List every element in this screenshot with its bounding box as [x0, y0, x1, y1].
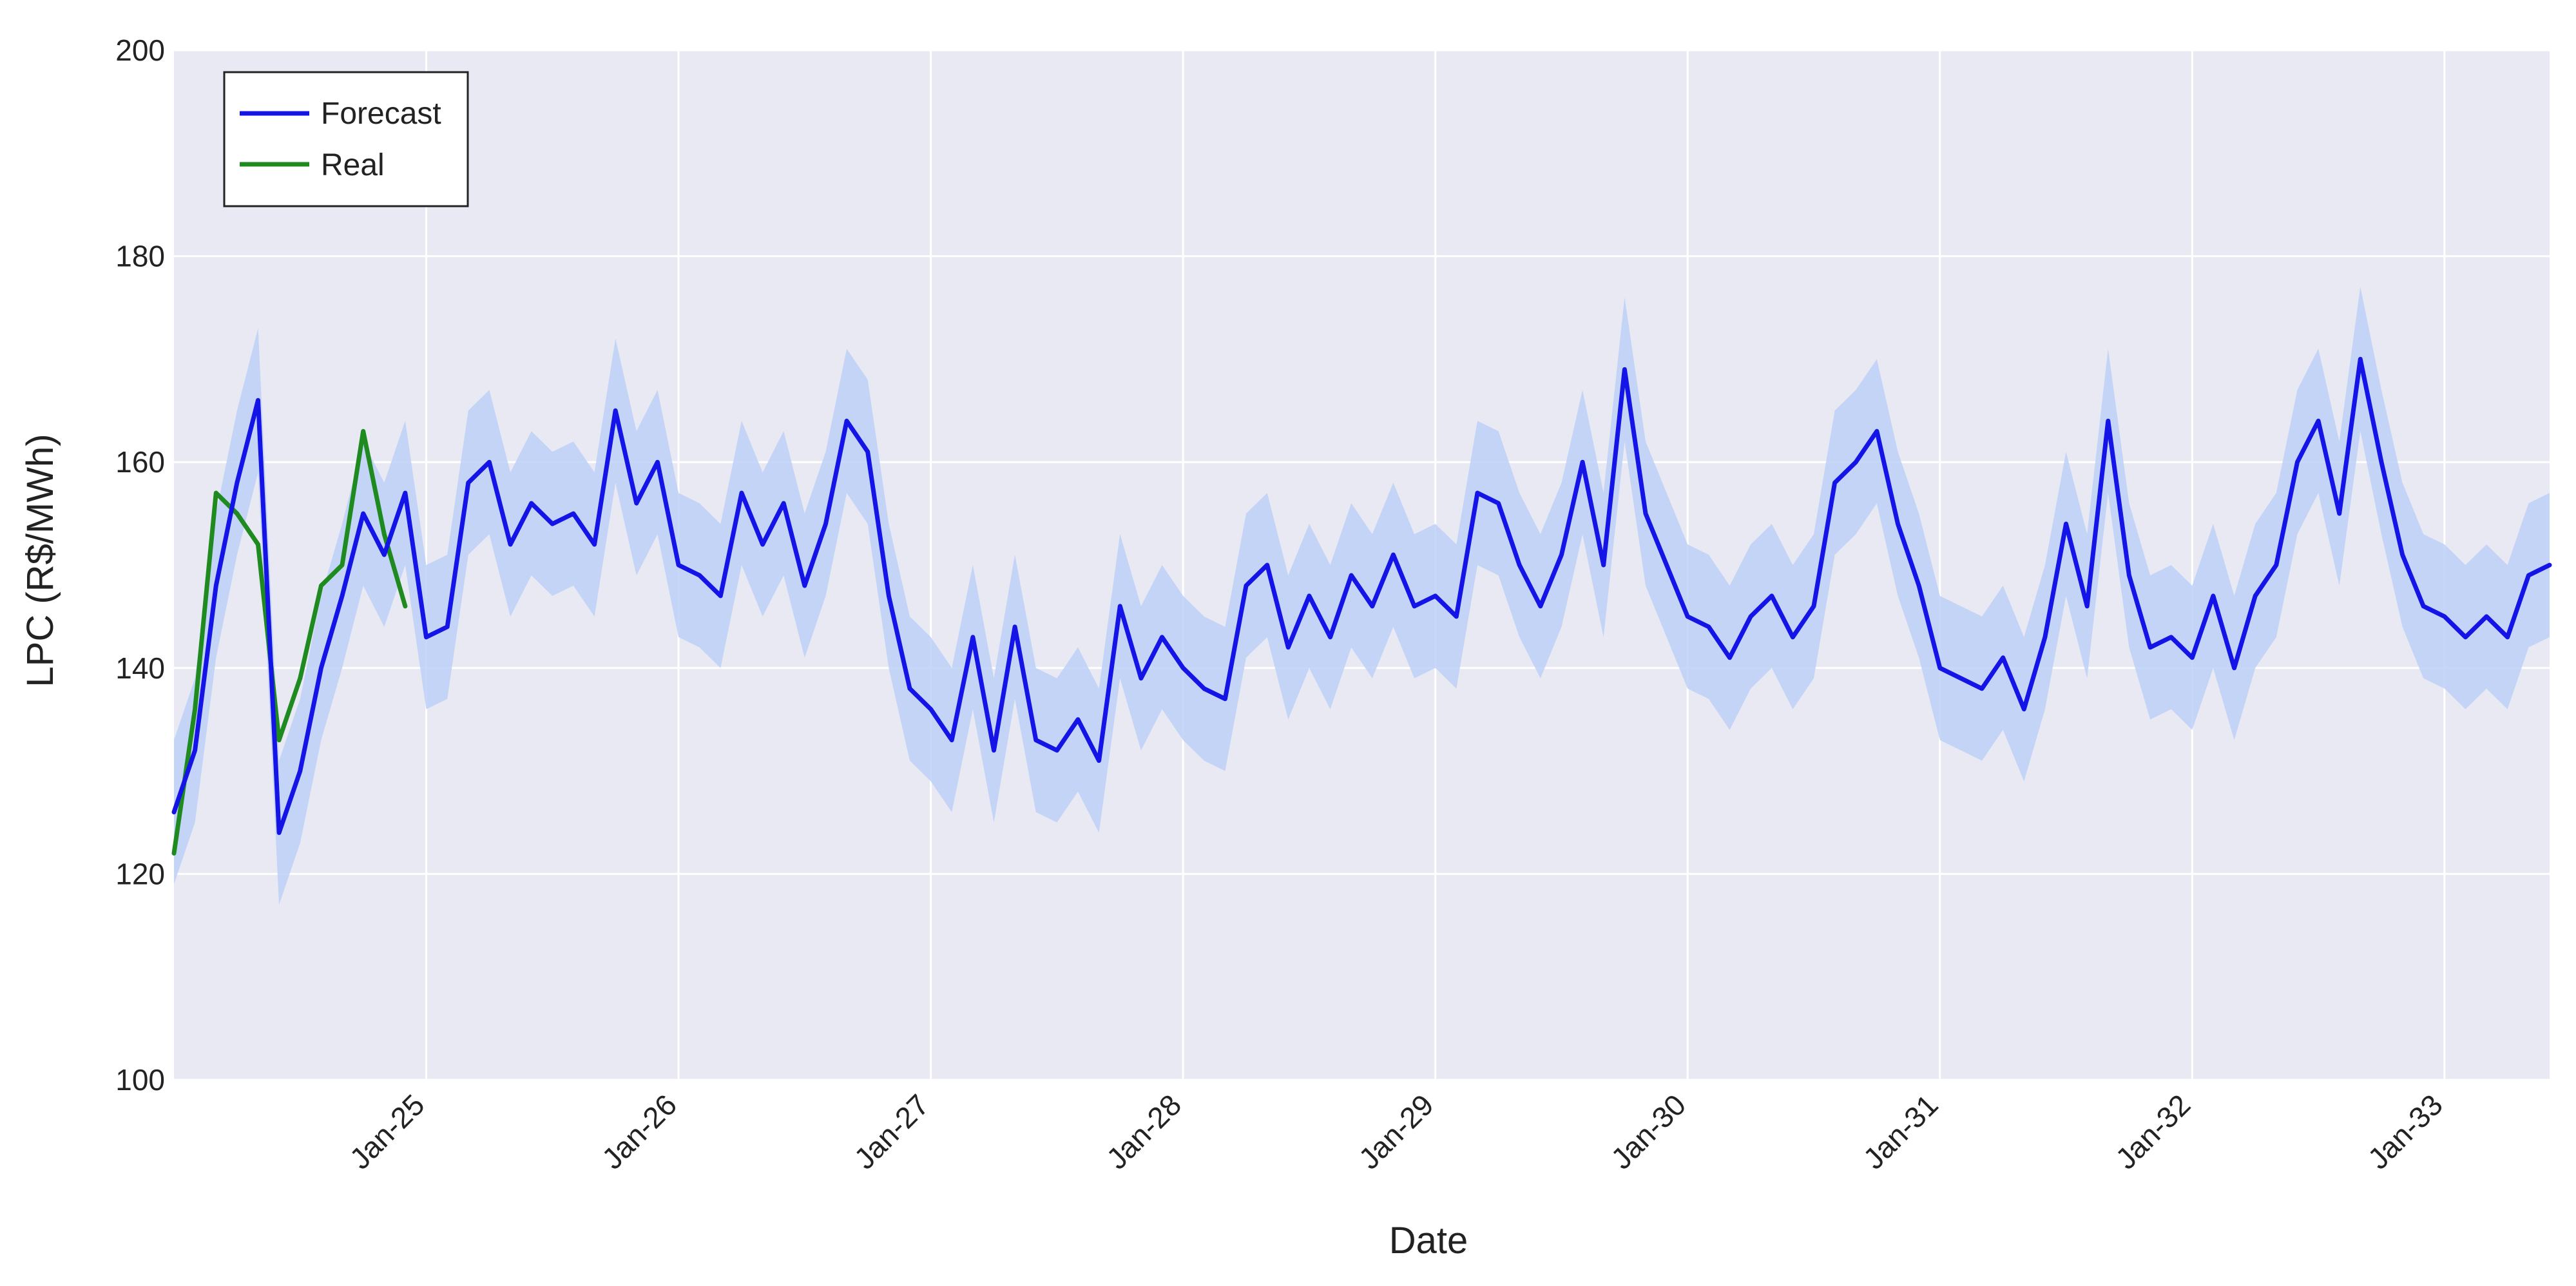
y-tick-label: 120	[115, 857, 165, 890]
x-tick-label: Jan-26	[595, 1088, 683, 1175]
x-tick-label: Jan-33	[2361, 1088, 2449, 1175]
x-axis-title: Date	[1389, 1220, 1468, 1262]
x-tick-label: Jan-32	[2109, 1088, 2196, 1175]
x-tick-label: Jan-28	[1100, 1088, 1187, 1175]
x-tick-label: Jan-27	[847, 1088, 935, 1175]
x-tick-label: Jan-29	[1352, 1088, 1440, 1175]
legend-label-forecast: Forecast	[321, 97, 441, 131]
legend: Forecast Real	[223, 71, 469, 207]
y-tick-label: 160	[115, 445, 165, 479]
legend-label-real: Real	[321, 148, 385, 182]
y-tick-label: 180	[115, 240, 165, 273]
y-tick-label: 140	[115, 651, 165, 685]
x-tick-label: Jan-31	[1857, 1088, 1945, 1175]
forecast-confidence-band	[174, 287, 2550, 905]
y-axis-title: LPC (R$/MWh)	[19, 434, 61, 687]
confidence-band-layer	[174, 287, 2550, 905]
series-line-real	[171, 428, 408, 856]
series-line-forecast	[171, 356, 2552, 835]
x-tick-label: Jan-25	[343, 1088, 430, 1175]
y-tick-label: 200	[115, 34, 165, 67]
x-tick-label: Jan-30	[1604, 1088, 1692, 1175]
x-tick-labels: Jan-25 Jan-26 Jan-27 Jan-28 Jan-29 Jan-30 Jan-…	[343, 1088, 2449, 1175]
series-layer	[171, 356, 2552, 856]
legend-box	[223, 71, 469, 207]
y-tick-labels: 100 120 140 160 180 200	[115, 34, 165, 1097]
y-tick-label: 100	[115, 1063, 165, 1097]
